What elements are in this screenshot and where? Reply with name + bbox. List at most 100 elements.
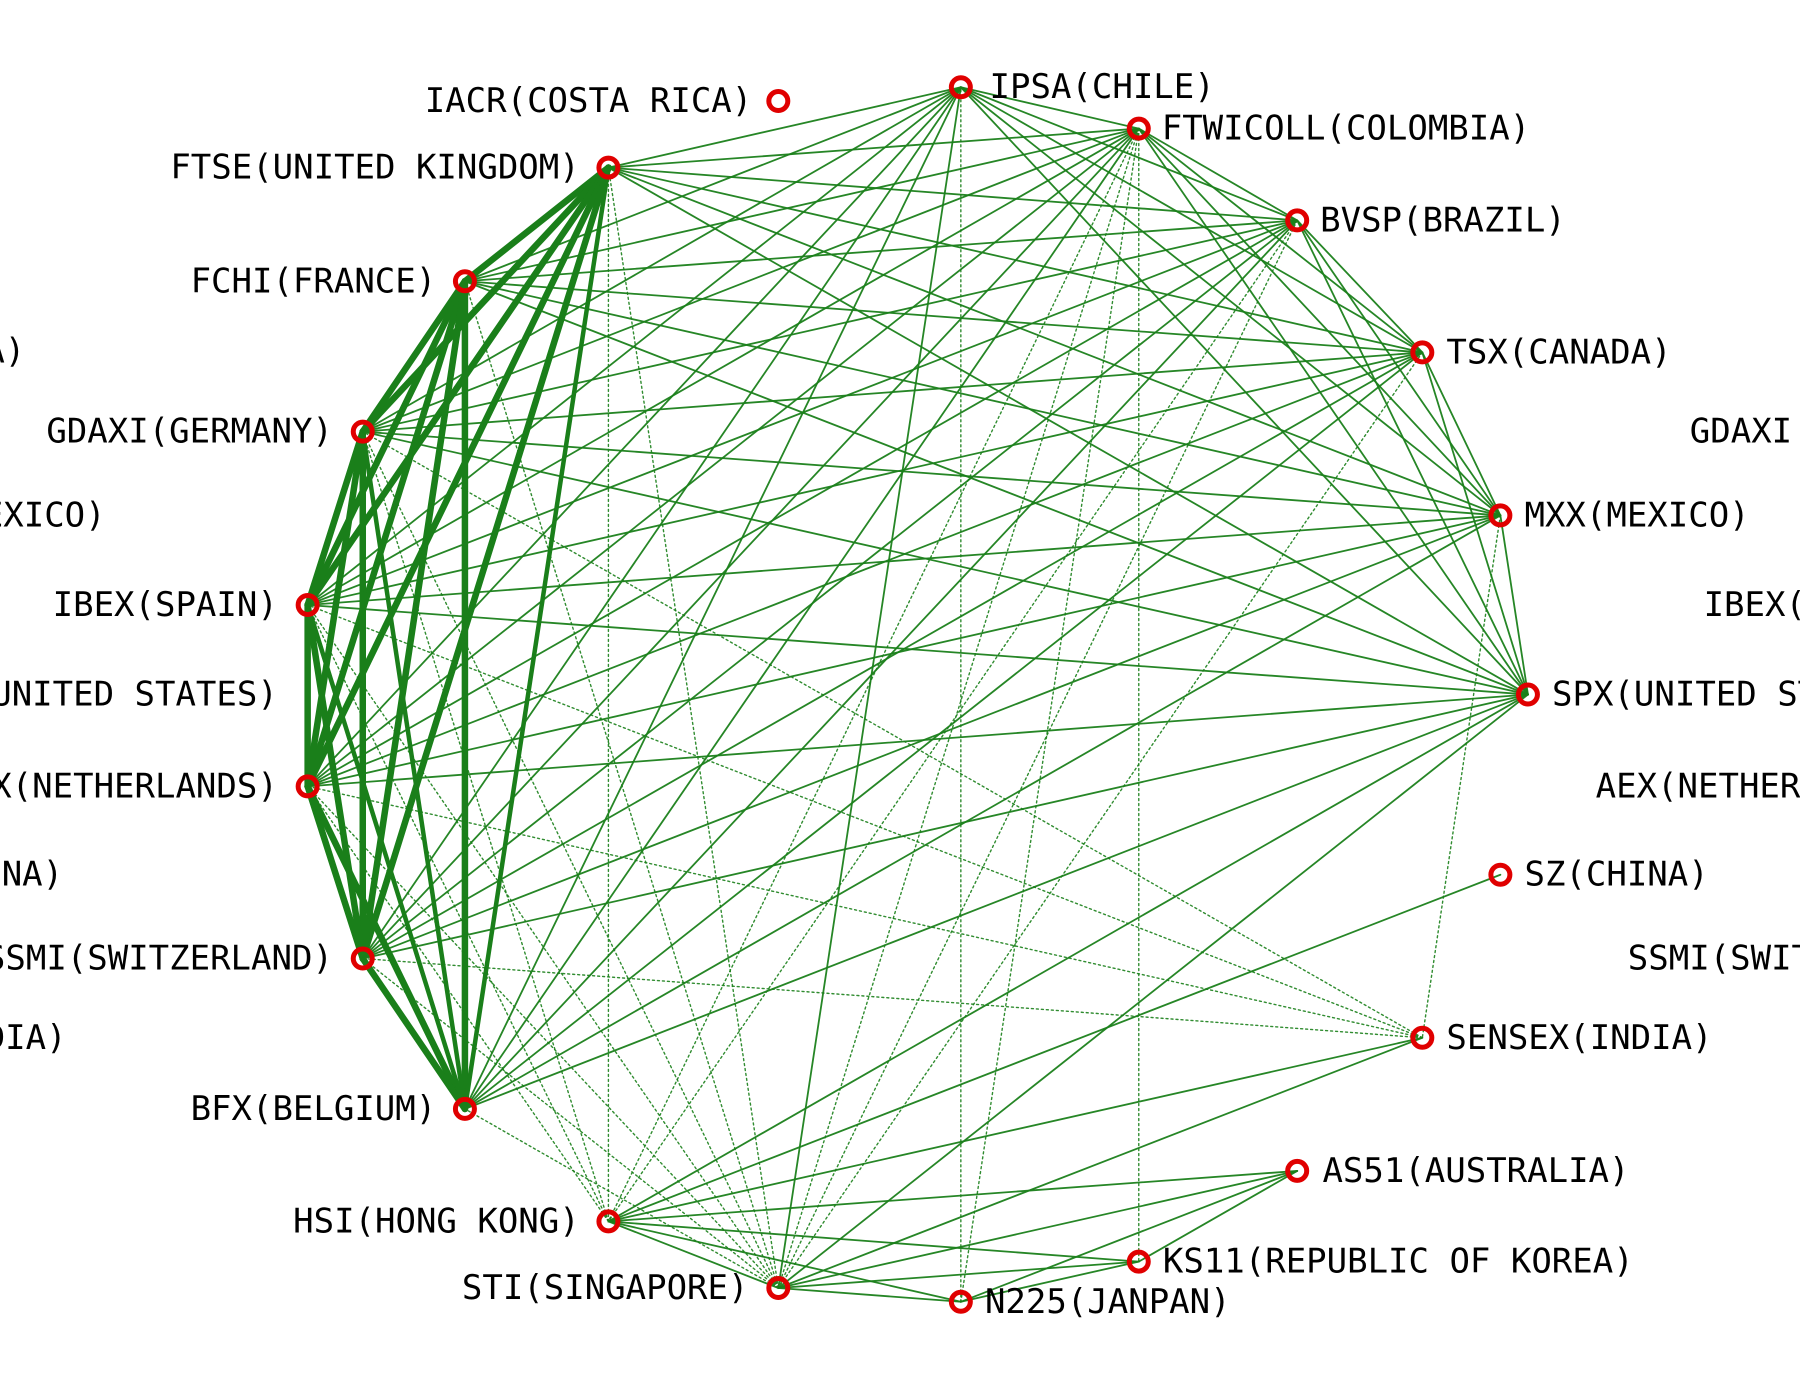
edge-layer: [304, 86, 1529, 1303]
edge-tsx-sti: [777, 351, 1424, 1289]
edge-ibex-bfx: [305, 602, 468, 1112]
edge-sensex-ssmi: [362, 957, 1424, 1039]
node-hsi: [596, 1209, 621, 1234]
edge-tsx-gdaxi: [361, 351, 1424, 433]
edge-ipsa-aex: [306, 86, 962, 788]
ghost-left-1-label: A): [0, 331, 25, 371]
node-label-sz: SZ(CHINA): [1524, 855, 1708, 895]
node-label-iacr: IACR(COSTA RICA): [425, 81, 753, 121]
edge-n225-sti: [777, 1287, 962, 1303]
node-label-ipsa: IPSA(CHILE): [990, 67, 1215, 107]
edge-spx-ibex: [306, 604, 1529, 696]
edge-ipsa-ibex: [306, 86, 962, 606]
edge-ftse-aex: [304, 164, 612, 790]
edge-bvsp-fchi: [464, 219, 1299, 283]
edge-bvsp-bfx: [464, 219, 1299, 1110]
edge-mxx-ftse: [607, 166, 1502, 517]
edge-ibex-ssmi: [304, 601, 367, 962]
edge-bvsp-gdaxi: [361, 219, 1299, 433]
edge-ftse-bfx: [462, 165, 611, 1112]
edge-fchi-aex: [304, 278, 469, 790]
edge-ftwicoll-tsx: [1137, 127, 1424, 354]
edge-ftwicoll-hsi: [607, 127, 1140, 1223]
edge-bvsp-tsx: [1296, 219, 1424, 354]
node-label-n225: N225(JANPAN): [985, 1282, 1231, 1322]
edge-ftwicoll-bfx: [464, 127, 1140, 1110]
edge-spx-gdaxi: [361, 430, 1529, 696]
edge-ks11-n225: [959, 1260, 1140, 1303]
edge-ipsa-gdaxi: [361, 86, 962, 433]
ghost-right-2-label: IBEX(: [1704, 585, 1800, 625]
node-spx: [1515, 682, 1540, 707]
edge-ftse-ibex: [304, 164, 612, 609]
node-label-ftse: FTSE(UNITED KINGDOM): [170, 148, 579, 188]
edge-ftwicoll-ssmi: [361, 127, 1140, 960]
edge-sti-aex: [306, 785, 780, 1289]
ghost-left-3-label: UNITED STATES): [0, 675, 278, 715]
node-layer: [295, 75, 1540, 1314]
edge-sti-ssmi: [362, 957, 780, 1289]
edge-tsx-fchi: [464, 280, 1424, 354]
edge-sz-hsi: [607, 873, 1502, 1223]
node-n225: [948, 1289, 973, 1314]
edge-ipsa-mxx: [959, 86, 1502, 517]
edge-tsx-ssmi: [361, 351, 1424, 960]
edge-tsx-aex: [306, 351, 1424, 788]
node-label-gdaxi: GDAXI(GERMANY): [46, 412, 333, 452]
edge-spx-ssmi: [361, 693, 1529, 960]
edge-mxx-fchi: [464, 280, 1502, 517]
node-tsx: [1410, 340, 1435, 365]
edge-mxx-ssmi: [361, 514, 1502, 960]
edge-mxx-gdaxi: [361, 430, 1502, 517]
edge-ssmi-bfx: [359, 955, 469, 1113]
node-as51: [1285, 1158, 1310, 1183]
node-bfx: [452, 1096, 477, 1121]
ghost-label-layer: A) EXICO) UNITED STATES) NA) DIA) GDAXI IBEX( A…: [0, 331, 1800, 1057]
node-label-bfx: BFX(BELGIUM): [191, 1089, 437, 1129]
edge-bvsp-ftse: [607, 166, 1299, 222]
node-label-sensex: SENSEX(INDIA): [1446, 1018, 1712, 1058]
edge-mxx-sensex: [1421, 514, 1502, 1039]
edge-sensex-hsi: [607, 1036, 1424, 1223]
node-label-sti: STI(SINGAPORE): [462, 1268, 749, 1308]
node-mxx: [1488, 503, 1513, 528]
ghost-right-3-label: AEX(NETHER: [1596, 766, 1800, 806]
edge-ipsa-fchi: [464, 86, 962, 283]
ghost-left-4-label: NA): [2, 855, 63, 895]
edge-ftwicoll-bvsp: [1137, 127, 1299, 222]
edge-spx-sti: [777, 693, 1529, 1289]
edge-spx-bfx: [464, 693, 1529, 1110]
edge-tsx-spx: [1421, 351, 1529, 696]
edge-sti-bfx: [464, 1108, 780, 1289]
edge-ftwicoll-gdaxi: [361, 127, 1140, 433]
edge-sensex-ibex: [306, 604, 1424, 1039]
edge-ftwicoll-ibex: [306, 127, 1140, 606]
edge-sensex-sti: [777, 1036, 1424, 1289]
edge-bvsp-spx: [1296, 219, 1529, 696]
edge-spx-hsi: [607, 693, 1529, 1223]
node-ftse: [596, 155, 621, 180]
edge-ipsa-sti: [777, 86, 962, 1289]
edge-spx-fchi: [464, 280, 1529, 696]
edge-as51-n225: [959, 1170, 1299, 1303]
edge-mxx-ibex: [306, 514, 1502, 606]
edge-hsi-ibex: [306, 604, 610, 1223]
ghost-left-5-label: DIA): [0, 1018, 67, 1058]
edge-fchi-ibex: [304, 278, 469, 609]
node-sz: [1488, 862, 1513, 887]
ghost-right-1-label: GDAXI: [1690, 412, 1792, 452]
edge-ipsa-tsx: [959, 86, 1424, 354]
edge-ipsa-spx: [959, 86, 1529, 696]
edge-mxx-spx: [1499, 514, 1529, 696]
edge-sti-ibex: [306, 604, 780, 1289]
edge-tsx-mxx: [1421, 351, 1502, 517]
edge-fchi-gdaxi: [359, 278, 469, 435]
node-ftwicoll: [1126, 116, 1151, 141]
edge-ftse-fchi: [461, 164, 612, 285]
edge-bvsp-ssmi: [361, 219, 1299, 960]
edge-ftwicoll-spx: [1137, 127, 1529, 696]
edge-ipsa-ftwicoll: [959, 86, 1140, 130]
ghost-left-2-label: EXICO): [0, 495, 106, 535]
